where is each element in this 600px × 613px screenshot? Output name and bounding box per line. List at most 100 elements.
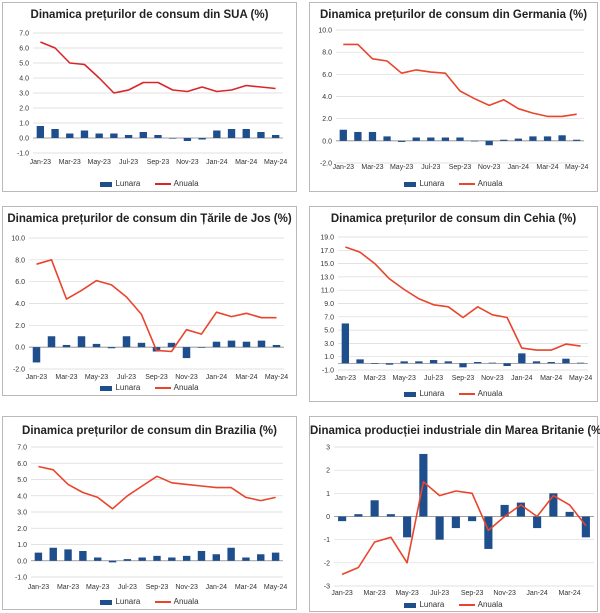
bar-lunara bbox=[124, 135, 133, 138]
line-anuala bbox=[40, 41, 276, 94]
x-tick-label: Sep-23 bbox=[452, 375, 475, 382]
bar-lunara bbox=[403, 516, 412, 538]
bar-lunara bbox=[94, 557, 102, 561]
y-tick-label: -1.0 bbox=[15, 575, 27, 582]
bar-lunara bbox=[514, 138, 522, 141]
bar-lunara bbox=[139, 132, 147, 138]
legend-line-swatch bbox=[458, 183, 475, 186]
chart-legend: Lunara Anuala bbox=[3, 179, 296, 188]
legend-label-anuala: Anuala bbox=[477, 600, 503, 610]
x-tick-label: Mar-24 bbox=[235, 584, 257, 591]
bar-lunara bbox=[36, 126, 45, 138]
bar-lunara bbox=[444, 361, 452, 364]
bar-lunara bbox=[32, 347, 41, 363]
legend-bar-swatch bbox=[404, 181, 417, 187]
y-tick-label: 5.0 bbox=[17, 477, 27, 484]
bar-lunara bbox=[532, 361, 541, 364]
line-anuala bbox=[38, 465, 276, 510]
bar-lunara bbox=[398, 140, 406, 142]
bar-lunara bbox=[500, 504, 509, 517]
bar-lunara bbox=[549, 493, 558, 517]
bar-lunara bbox=[34, 552, 43, 561]
legend-item-lunara: Lunara bbox=[404, 179, 444, 188]
bar-lunara bbox=[62, 344, 71, 348]
chart-title: Dinamica producției industriale din Mare… bbox=[310, 425, 600, 437]
y-tick-label: 7.0 bbox=[17, 445, 27, 452]
chart-canvas: -1.0 0.0 1.0 2.0 3.0 4.0 5.0 6.0 7.0 Jan-23 Mar-23… bbox=[15, 445, 287, 592]
x-tick-label: May-24 bbox=[264, 584, 287, 591]
bar-lunara bbox=[77, 336, 86, 348]
chart-legend: Lunara Anuala bbox=[310, 600, 597, 609]
bar-lunara bbox=[108, 560, 117, 563]
y-tick-label: 8.0 bbox=[15, 257, 25, 264]
bar-lunara bbox=[356, 359, 364, 364]
legend-label-anuala: Anuala bbox=[477, 389, 503, 399]
x-tick-label: Jan-24 bbox=[206, 374, 228, 381]
bar-lunara bbox=[271, 135, 280, 138]
bar-lunara bbox=[92, 343, 101, 348]
chart-title: Dinamica prețurilor de consum din SUA (%… bbox=[30, 9, 269, 21]
bar-lunara bbox=[197, 551, 206, 561]
bar-lunara bbox=[435, 516, 444, 540]
x-tick-label: Nov-23 bbox=[176, 159, 199, 166]
x-tick-label: Jan-23 bbox=[335, 375, 357, 382]
legend-label-anuala: Anuala bbox=[477, 179, 503, 189]
bar-lunara bbox=[516, 502, 525, 517]
bar-lunara bbox=[182, 555, 191, 561]
y-tick-label: 1.0 bbox=[17, 542, 27, 549]
x-tick-label: Mar-23 bbox=[364, 590, 386, 597]
legend-bar-swatch bbox=[100, 385, 113, 391]
y-tick-label: 10.0 bbox=[318, 28, 332, 35]
y-tick-label: 4.0 bbox=[17, 493, 27, 500]
bar-lunara bbox=[227, 340, 236, 348]
bar-lunara bbox=[354, 131, 362, 141]
bar-lunara bbox=[257, 132, 265, 138]
y-tick-label: 15.0 bbox=[320, 261, 334, 268]
y-tick-label: 13.0 bbox=[320, 274, 334, 281]
chart-panel-netherlands: Dinamica prețurilor de consum din Țările… bbox=[2, 206, 297, 396]
bar-lunara bbox=[198, 138, 206, 140]
chart-title: Dinamica prețurilor de consum din Țările… bbox=[7, 213, 292, 225]
bar-lunara bbox=[242, 557, 250, 561]
y-tick-label: 0.0 bbox=[15, 345, 25, 352]
y-tick-label: 5.0 bbox=[19, 61, 29, 68]
x-tick-label: Jul-23 bbox=[119, 159, 138, 166]
y-tick-label: 17.0 bbox=[320, 248, 334, 255]
legend-line-swatch bbox=[458, 604, 475, 607]
y-tick-label: 3.0 bbox=[17, 510, 27, 517]
legend-label-lunara: Lunara bbox=[115, 597, 141, 607]
x-tick-label: May-23 bbox=[86, 584, 109, 591]
chart-legend: Lunara Anuala bbox=[3, 597, 296, 606]
bar-lunara bbox=[95, 133, 103, 138]
bar-lunara bbox=[485, 140, 493, 146]
x-tick-label: Jan-23 bbox=[26, 374, 48, 381]
y-tick-label: 2.0 bbox=[15, 323, 25, 330]
bar-lunara bbox=[400, 361, 408, 364]
bar-lunara bbox=[576, 362, 585, 364]
bar-lunara bbox=[227, 129, 236, 138]
bar-lunara bbox=[385, 363, 394, 365]
y-tick-label: 2.0 bbox=[322, 116, 332, 123]
bar-lunara bbox=[581, 516, 590, 538]
y-tick-label: 10.0 bbox=[11, 236, 25, 243]
legend-label-lunara: Lunara bbox=[419, 600, 445, 610]
y-tick-label: 6.0 bbox=[19, 46, 29, 53]
y-tick-label: 9.0 bbox=[324, 301, 334, 308]
y-tick-label: 6.0 bbox=[15, 279, 25, 286]
bar-lunara bbox=[459, 363, 467, 368]
chart-title: Dinamica prețurilor de consum din Cehia … bbox=[330, 213, 577, 225]
bar-lunara bbox=[470, 140, 479, 142]
bar-lunara bbox=[503, 363, 511, 367]
x-tick-label: Sep-23 bbox=[449, 164, 472, 171]
bar-lunara bbox=[339, 129, 347, 141]
bar-lunara bbox=[183, 138, 192, 141]
bar-lunara bbox=[64, 549, 72, 561]
y-tick-label: 19.0 bbox=[320, 235, 334, 242]
x-tick-label: May-23 bbox=[85, 374, 108, 381]
x-tick-label: Mar-24 bbox=[559, 590, 581, 597]
x-tick-label: Jul-23 bbox=[421, 164, 440, 171]
bar-lunara bbox=[573, 139, 581, 141]
chart-legend: Lunara Anuala bbox=[3, 383, 296, 392]
legend-label-lunara: Lunara bbox=[115, 179, 141, 189]
bar-lunara bbox=[415, 361, 423, 364]
